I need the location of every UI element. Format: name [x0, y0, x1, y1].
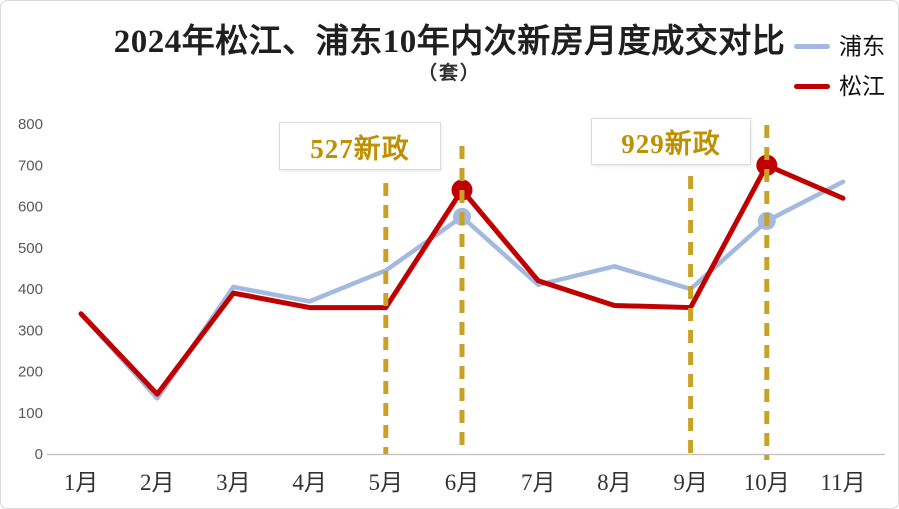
songjiang-line-swatch — [794, 84, 830, 89]
legend: 浦东 松江 — [794, 35, 885, 98]
x-axis-label: 7月 — [521, 470, 556, 495]
legend-item-pudong: 浦东 — [794, 35, 885, 58]
y-axis-label: 100 — [18, 405, 43, 422]
y-axis-label: 600 — [18, 199, 43, 216]
y-axis-label: 0 — [35, 446, 43, 463]
x-axis-label: 11月 — [820, 470, 865, 495]
pudong-line-swatch — [794, 44, 830, 49]
songjiang-emphasis-marker — [756, 154, 778, 176]
legend-item-songjiang: 松江 — [794, 75, 885, 98]
x-axis-label: 1月 — [64, 470, 99, 495]
annotation-929-policy: 929新政 — [591, 118, 751, 165]
x-axis-label: 4月 — [292, 470, 327, 495]
x-axis-label: 2月 — [140, 470, 175, 495]
y-axis-label: 700 — [18, 157, 43, 174]
x-axis-label: 9月 — [673, 470, 708, 495]
x-axis-label: 10月 — [744, 470, 790, 495]
chart-title: 2024年松江、浦东10年内次新房月度成交对比 — [113, 24, 786, 60]
y-axis-label: 300 — [18, 322, 43, 339]
y-axis-label: 800 — [18, 116, 43, 133]
chart-unit-subtitle: （套） — [417, 63, 481, 84]
legend-label-songjiang: 松江 — [839, 74, 885, 99]
x-axis-label: 3月 — [216, 470, 251, 495]
x-axis-label: 5月 — [369, 470, 404, 495]
annotation-527-policy: 527新政 — [279, 122, 441, 170]
x-axis-label: 8月 — [597, 470, 632, 495]
legend-label-pudong: 浦东 — [839, 34, 885, 59]
y-axis-label: 400 — [18, 281, 43, 298]
x-axis-label: 6月 — [445, 470, 480, 495]
y-axis-label: 200 — [18, 364, 43, 381]
y-axis-label: 500 — [18, 240, 43, 257]
